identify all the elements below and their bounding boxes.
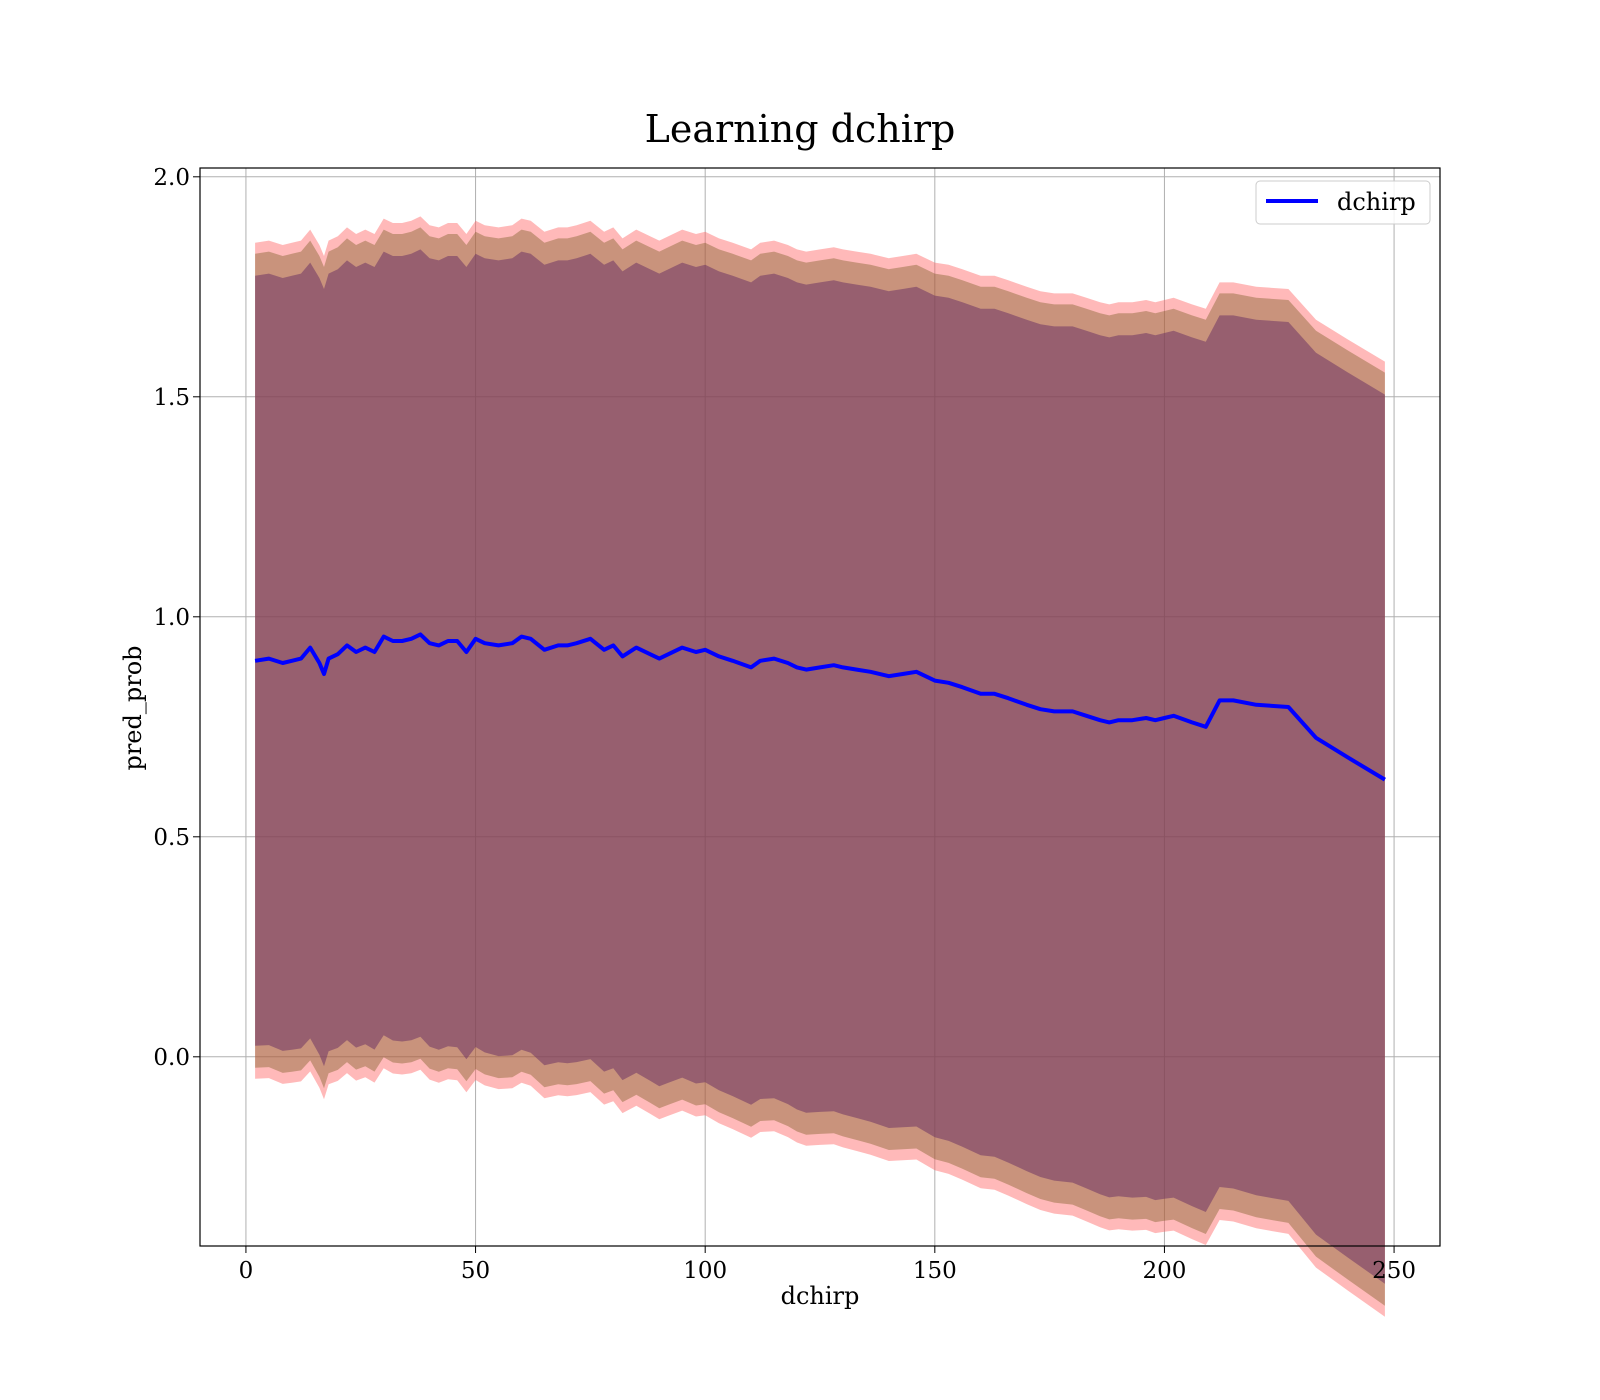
x-tick-label: 100 [683,1258,727,1284]
series-lines [254,632,1386,782]
y-ticks: 0.0 0.5 1.0 1.5 2.0 [153,165,200,1071]
plot-frame [199,167,1441,1247]
y-tick-label: 2.0 [153,165,190,191]
legend-box [1255,180,1431,225]
chart-title: Learning dchirp [645,107,956,151]
y-axis-label: pred_prob [119,645,147,770]
x-tick-label: 250 [1372,1258,1416,1284]
y-tick-label: 1.0 [153,605,190,631]
x-tick-label: 0 [239,1258,254,1284]
y-tick-label: 1.5 [153,385,190,411]
legend: dchirp [1255,180,1431,225]
x-tick-label: 50 [461,1258,490,1284]
y-tick-label: 0.5 [153,825,190,851]
y-tick-label: 0.0 [153,1045,190,1071]
x-tick-label: 200 [1142,1258,1186,1284]
confidence-bands [255,216,1385,1317]
x-tick-label: 150 [913,1258,957,1284]
series-line-dchirp [254,632,1386,782]
x-axis-label: dchirp [781,1282,860,1310]
confidence-band [255,249,1385,1284]
x-ticks: 0 50 100 150 200 250 [239,1246,1416,1284]
legend-label: dchirp [1337,188,1416,216]
